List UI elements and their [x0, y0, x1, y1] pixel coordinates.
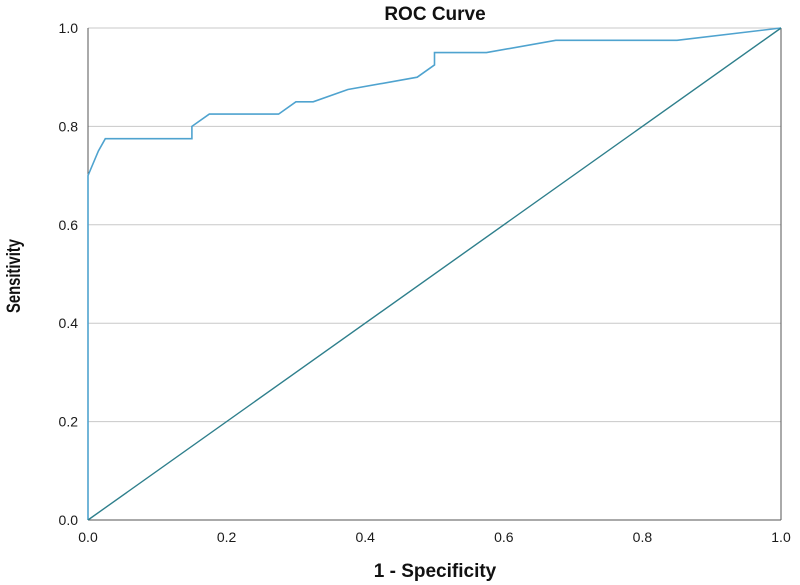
x-tick-label: 0.6 [494, 529, 514, 545]
series-layer [87, 27, 782, 521]
x-tick-label: 0.8 [633, 529, 653, 545]
x-tick-label: 1.0 [771, 529, 791, 545]
y-tick-label: 1.0 [59, 20, 79, 36]
y-tick-label: 0.0 [59, 512, 79, 528]
y-tick-label: 0.6 [59, 217, 79, 233]
x-tick-label: 0.2 [217, 529, 237, 545]
x-axis-title: 1 - Specificity [374, 561, 497, 582]
y-axis-title: Sensitivity [3, 239, 24, 313]
y-tick-label: 0.4 [59, 315, 79, 331]
chart-title: ROC Curve [384, 4, 485, 25]
roc-curve-line [87, 27, 782, 520]
y-tick-label: 0.8 [59, 118, 79, 134]
x-tick-labels: 0.0 0.2 0.4 0.6 0.8 1.0 [78, 529, 791, 545]
y-tick-label: 0.2 [59, 414, 79, 430]
x-tick-label: 0.0 [78, 529, 98, 545]
x-tick-label: 0.4 [355, 529, 375, 545]
reference-diagonal-line [87, 27, 782, 521]
y-tick-labels: 0.0 0.2 0.4 0.6 0.8 1.0 [59, 20, 79, 528]
